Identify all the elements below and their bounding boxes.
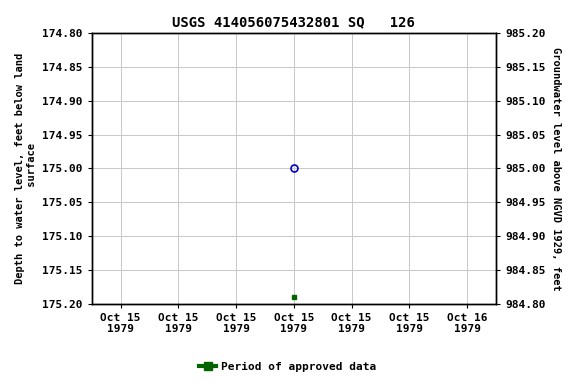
Title: USGS 414056075432801 SQ   126: USGS 414056075432801 SQ 126 [172,15,415,29]
Y-axis label: Depth to water level, feet below land
 surface: Depth to water level, feet below land su… [15,53,37,284]
Legend: Period of approved data: Period of approved data [195,358,381,377]
Y-axis label: Groundwater level above NGVD 1929, feet: Groundwater level above NGVD 1929, feet [551,46,561,290]
